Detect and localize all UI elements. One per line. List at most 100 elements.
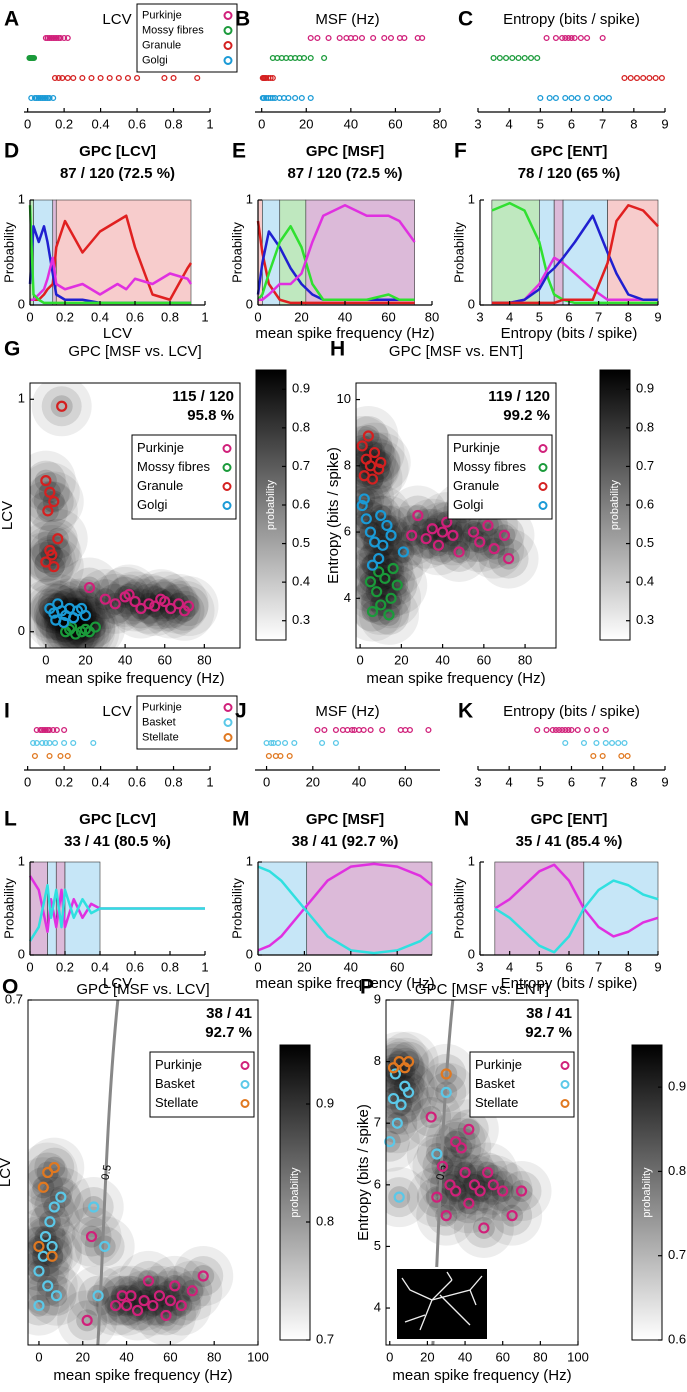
x-tick-label: 60: [388, 116, 402, 131]
legend-label: Basket: [155, 1076, 195, 1091]
data-point: [285, 94, 292, 102]
data-point: [149, 600, 161, 612]
x-axis-label: mean spike frequency (Hz): [53, 1367, 232, 1384]
data-point: [574, 726, 581, 734]
inset-dendrite: [439, 1294, 471, 1326]
data-point: [321, 726, 328, 734]
data-point: [120, 1299, 133, 1312]
density-blob: [356, 406, 399, 466]
x-axis-label: mean spike frequency (Hz): [255, 325, 434, 342]
density-blob: [356, 487, 376, 510]
data-point: [358, 493, 370, 505]
y-axis-label: LCV: [0, 501, 16, 530]
density-blob: [386, 574, 409, 597]
inset-dendrite: [401, 1277, 433, 1301]
data-point: [37, 1181, 49, 1193]
density-blob: [396, 508, 457, 569]
class-region: [607, 199, 659, 306]
density-blob: [406, 1167, 467, 1228]
data-point: [286, 752, 293, 760]
data-point: [509, 54, 516, 62]
data-point: [40, 556, 52, 568]
x-tick-label: 9: [661, 774, 668, 789]
data-point: [44, 486, 56, 498]
data-point: [110, 1299, 122, 1312]
density-blob: [137, 1269, 160, 1292]
density-blob: [388, 1072, 429, 1113]
data-point: [436, 526, 449, 538]
data-point: [371, 586, 383, 598]
chart-title: LCV: [102, 11, 131, 28]
x-tick-label: 8: [630, 116, 637, 131]
x-tick-label: 20: [420, 1349, 434, 1364]
data-point: [537, 94, 544, 102]
data-point: [269, 94, 276, 102]
density-blob: [30, 480, 78, 541]
x-tick-label: 20: [78, 652, 92, 667]
class-region: [279, 199, 307, 306]
data-point: [590, 752, 597, 760]
probability-line: [494, 863, 659, 938]
data-point: [61, 34, 68, 42]
density-blob: [163, 1274, 186, 1297]
density-blob: [476, 1161, 499, 1184]
x-tick-label: 1: [201, 959, 208, 974]
data-point: [440, 1210, 452, 1222]
density-blob: [386, 1093, 428, 1154]
probability-line: [30, 214, 193, 301]
density-blob: [69, 567, 110, 608]
density-blob: [30, 460, 66, 501]
legend-marker: [223, 41, 233, 50]
data-point: [546, 94, 553, 102]
y-axis-label: Probability: [451, 222, 466, 283]
probability-line: [28, 205, 191, 305]
x-tick-label: 0.4: [91, 309, 109, 324]
data-point: [51, 74, 59, 82]
legend-label: Granule: [453, 478, 499, 493]
data-point: [431, 1191, 443, 1203]
density-blob: [105, 571, 165, 632]
density-blob: [444, 1179, 467, 1202]
data-point: [332, 739, 339, 747]
data-point: [534, 726, 541, 734]
density-blob: [78, 576, 101, 599]
x-tick-label: 20: [76, 1349, 90, 1364]
data-point: [307, 34, 314, 42]
density-blob: [381, 505, 442, 566]
density-blob: [168, 586, 209, 627]
x-tick-label: 80: [207, 1349, 221, 1364]
legend-label: Basket: [475, 1076, 515, 1091]
data-point: [367, 726, 374, 734]
legend-label: Purkinje: [453, 440, 500, 455]
data-point: [83, 581, 96, 594]
data-point: [61, 726, 68, 734]
legend-label: Purkinje: [142, 701, 182, 713]
density-blob: [29, 1201, 70, 1242]
legend-marker: [223, 733, 233, 742]
density-blob: [38, 1210, 61, 1233]
data-point: [385, 529, 397, 541]
density-blob: [406, 504, 429, 527]
data-point: [46, 752, 53, 760]
density-blob: [386, 1031, 430, 1092]
x-tick-label: 80: [518, 652, 532, 667]
data-point: [478, 1222, 490, 1234]
legend-label: Purkinje: [155, 1057, 202, 1072]
data-point: [366, 605, 379, 618]
data-point: [453, 546, 465, 558]
y-axis-label: Probability: [229, 222, 244, 283]
data-point: [608, 739, 616, 747]
data-point: [534, 54, 541, 62]
x-tick-label: 0.2: [56, 309, 74, 324]
density-blob: [57, 1290, 118, 1345]
panel-label: J: [235, 700, 247, 723]
x-tick-label: 0.4: [92, 774, 110, 789]
data-point: [425, 1111, 437, 1123]
legend-box: [136, 695, 238, 750]
data-point: [31, 752, 38, 760]
density-blob: [397, 1081, 420, 1104]
x-tick-label: 0.8: [161, 309, 179, 324]
data-point: [584, 34, 591, 42]
density-blob: [483, 537, 506, 560]
data-point: [364, 576, 377, 588]
